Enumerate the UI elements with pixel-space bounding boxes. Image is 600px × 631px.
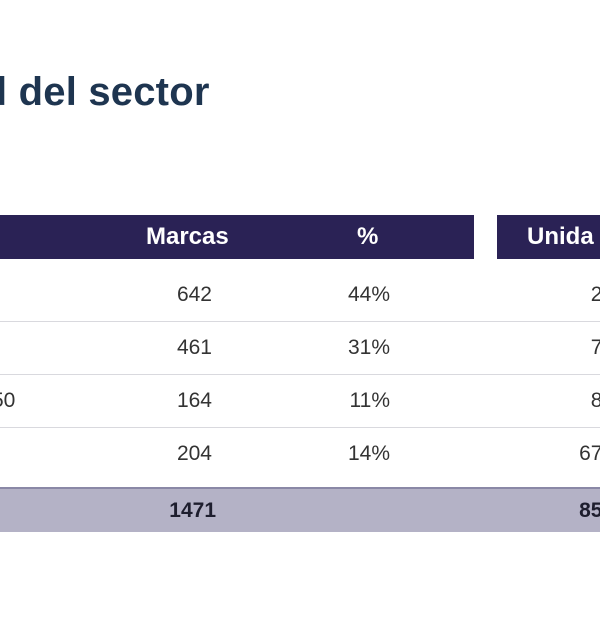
row-percent: 44% (347, 283, 390, 306)
header-percent: % (357, 223, 379, 250)
header-units: Unida (527, 223, 594, 250)
row-units: 2.4 (590, 283, 600, 306)
row-marcas: 164 (176, 389, 212, 412)
page-title: l del sector (0, 70, 210, 114)
row-marcas: 642 (176, 283, 212, 306)
row-percent: 11% (349, 389, 390, 412)
total-units: 85.5 (579, 499, 600, 522)
row-marcas: 204 (176, 442, 212, 465)
header-marcas: Marcas (146, 223, 229, 250)
row-marcas: 461 (176, 336, 212, 359)
table-header: Marcas % (0, 215, 474, 259)
row-label: 50 (0, 389, 16, 412)
row-units: 67.3 (579, 442, 600, 465)
table-row: 642 44% 2.4 (0, 269, 600, 322)
table-row: 461 31% 7.6 (0, 322, 600, 375)
row-percent: 31% (347, 336, 390, 359)
table-row: 50 164 11% 8.1 (0, 375, 600, 428)
total-marcas: 1471 (169, 499, 216, 522)
total-row: 1471 85.5 (0, 487, 600, 532)
table-row: ) 204 14% 67.3 (0, 428, 600, 480)
table-header-units: Unida (497, 215, 600, 259)
row-units: 8.1 (590, 389, 600, 412)
row-units: 7.6 (590, 336, 600, 359)
row-percent: 14% (347, 442, 390, 465)
